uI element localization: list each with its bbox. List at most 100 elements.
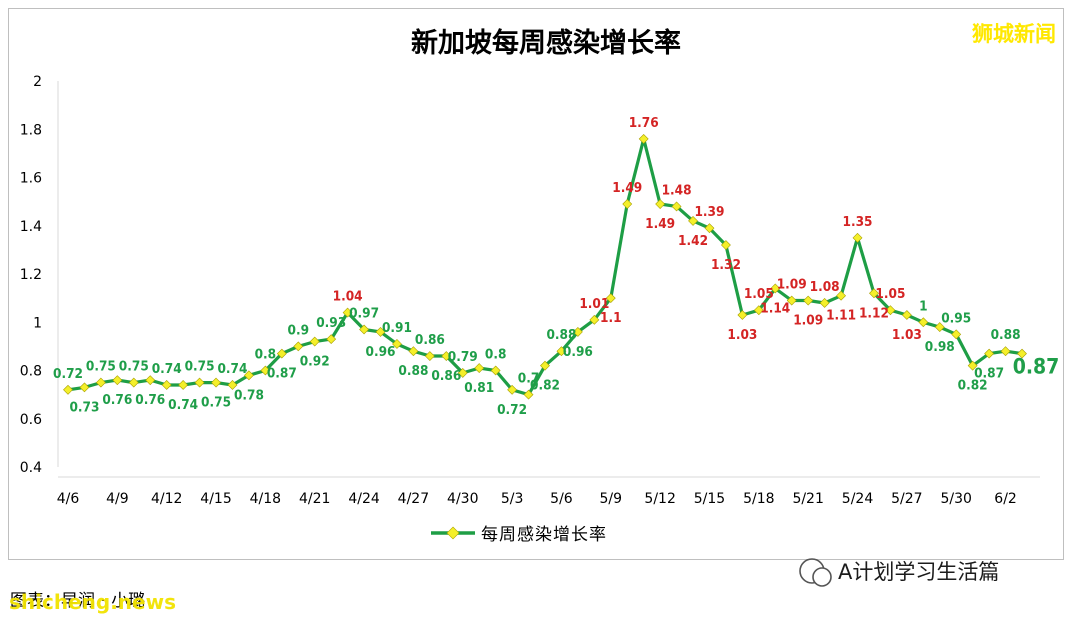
chart-frame — [8, 8, 1064, 560]
data-label: 0.72 — [497, 402, 527, 418]
data-point — [474, 363, 485, 374]
data-point — [211, 377, 221, 388]
data-point — [688, 216, 698, 226]
data-label: 0.87 — [267, 366, 297, 382]
data-label: 0.81 — [464, 380, 494, 396]
data-point — [605, 293, 616, 304]
wechat-badge: A计划学习生活篇 — [799, 558, 999, 587]
y-tick-label: 1 — [33, 315, 42, 331]
data-point — [951, 329, 962, 340]
y-tick-label: 0.4 — [20, 460, 42, 476]
source-caption: 图表：早润 · 小璐 — [10, 591, 145, 611]
data-point — [128, 377, 139, 388]
data-point — [901, 310, 912, 320]
x-tick-label: 5/30 — [940, 491, 971, 507]
data-point — [852, 232, 863, 243]
data-label: 0.73 — [69, 399, 99, 415]
data-label: 0.98 — [925, 339, 955, 355]
data-label: 1.35 — [843, 214, 873, 230]
data-point — [490, 365, 501, 376]
x-tick-label: 4/9 — [106, 491, 129, 507]
data-point — [819, 298, 830, 308]
data-label: 0.75 — [185, 359, 215, 375]
data-point — [178, 380, 189, 390]
data-label: 1.42 — [678, 233, 708, 249]
data-label: 0.92 — [300, 354, 330, 370]
data-label: 0.79 — [448, 349, 478, 365]
x-tick-label: 4/27 — [398, 491, 429, 507]
data-label: 1.48 — [662, 182, 692, 198]
data-point — [441, 351, 452, 361]
data-point — [424, 351, 435, 361]
data-point — [79, 382, 90, 393]
data-label: 0.88 — [546, 327, 576, 343]
data-label: 1.49 — [612, 180, 642, 196]
legend-marker — [446, 526, 460, 540]
data-point — [161, 380, 172, 390]
x-tick-label: 4/6 — [57, 491, 80, 507]
data-label: 1.05 — [875, 286, 905, 302]
x-tick-label: 4/24 — [348, 491, 380, 507]
data-point — [589, 314, 600, 325]
wechat-account: A计划学习生活篇 — [838, 560, 999, 584]
data-label: 0.75 — [119, 359, 149, 375]
data-label: 1.11 — [826, 308, 856, 324]
x-tick-label: 5/18 — [743, 491, 774, 507]
x-tick-label: 4/30 — [447, 491, 478, 507]
data-point — [967, 360, 978, 371]
data-label: 1.01 — [579, 296, 609, 312]
data-point — [770, 283, 781, 294]
x-tick-label: 5/3 — [501, 491, 524, 507]
data-label: 0.76 — [135, 392, 165, 408]
data-label: 1.14 — [760, 300, 790, 316]
data-label: 0.91 — [382, 320, 412, 336]
x-tick-label: 5/12 — [644, 491, 675, 507]
data-label: 0.82 — [530, 378, 560, 394]
data-label: 1.03 — [892, 327, 922, 343]
data-point — [638, 133, 649, 144]
data-point — [655, 199, 666, 209]
data-label: 0.76 — [102, 392, 132, 408]
data-point — [540, 360, 550, 371]
y-axis: 0.4 0.6 0.8 1 1.2 1.4 1.6 1.8 2 — [20, 74, 59, 476]
data-point — [1000, 346, 1011, 357]
data-label: 0.86 — [431, 368, 461, 384]
data-point — [112, 375, 123, 386]
data-label: 1.09 — [793, 313, 823, 329]
chart-title: 新加坡每周感染增长率 — [411, 27, 681, 59]
legend: 每周感染增长率 — [431, 525, 606, 545]
data-point — [392, 339, 402, 349]
data-point — [227, 380, 238, 390]
data-point — [869, 288, 879, 299]
data-point — [194, 377, 205, 388]
y-tick-label: 1.2 — [20, 267, 42, 283]
y-tick-label: 2 — [33, 74, 42, 90]
data-label: 0.88 — [398, 363, 428, 379]
x-tick-label: 5/15 — [694, 491, 725, 507]
data-label: 0.93 — [316, 315, 346, 331]
data-point — [721, 240, 731, 250]
data-label: 1.08 — [810, 279, 840, 295]
data-point — [326, 334, 337, 345]
data-label: 1.32 — [711, 257, 741, 273]
data-point — [984, 348, 995, 359]
data-point — [704, 223, 715, 234]
data-label: 0.78 — [234, 387, 264, 403]
data-point — [1017, 348, 1027, 359]
y-tick-label: 0.6 — [20, 412, 42, 428]
data-label: 0.97 — [349, 305, 379, 321]
data-point — [671, 201, 682, 212]
data-point — [918, 317, 929, 328]
data-label: 0.74 — [168, 397, 198, 413]
data-label: 0.75 — [86, 359, 116, 375]
x-tick-label: 5/6 — [550, 491, 573, 507]
y-tick-label: 1.6 — [20, 171, 42, 187]
series-line — [67, 137, 1023, 397]
x-tick-label: 4/21 — [299, 491, 330, 507]
data-point — [934, 322, 945, 332]
plot-area — [63, 133, 1027, 400]
data-point — [309, 336, 320, 347]
data-label: 1.05 — [744, 286, 774, 302]
data-label: 1.04 — [333, 289, 363, 305]
